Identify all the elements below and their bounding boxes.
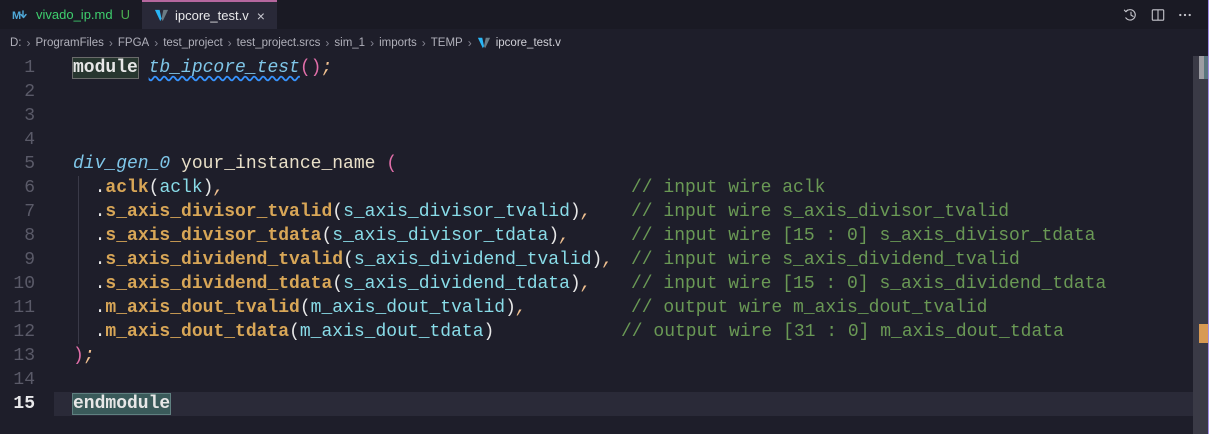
svg-text:M: M [12, 10, 21, 22]
